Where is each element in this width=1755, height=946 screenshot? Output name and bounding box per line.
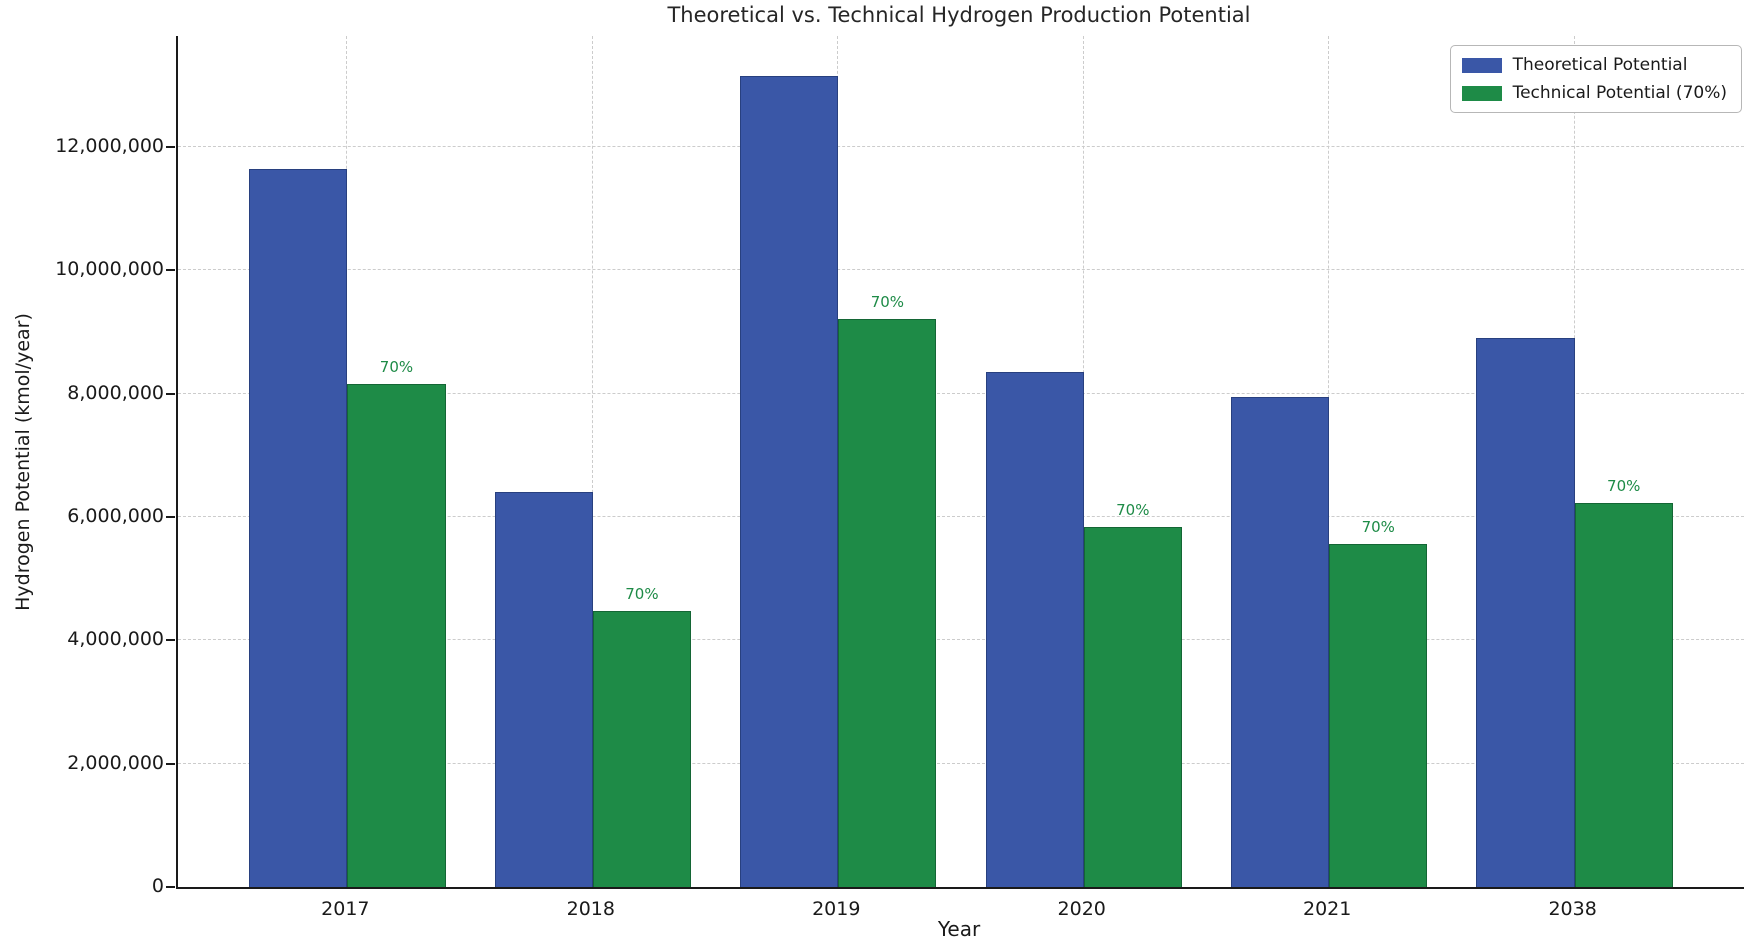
y-tick-label: 10,000,000	[55, 258, 164, 281]
bar-percentage-label: 70%	[625, 584, 659, 603]
x-tick-label: 2021	[1302, 898, 1352, 920]
bar-technical	[1329, 543, 1428, 887]
chart-title: Theoretical vs. Technical Hydrogen Produ…	[667, 3, 1251, 27]
bar-theoretical	[1476, 338, 1575, 887]
y-tick-mark	[166, 269, 175, 272]
bar-technical	[1574, 502, 1673, 887]
bar-theoretical	[249, 168, 348, 887]
y-axis-title: Hydrogen Potential (kmol/year)	[12, 313, 34, 611]
bar-percentage-label: 70%	[1361, 517, 1395, 536]
gridline-horizontal	[178, 392, 1744, 394]
legend-label-technical: Technical Potential (70%)	[1512, 83, 1727, 103]
legend: Theoretical Potential Technical Potentia…	[1449, 45, 1742, 113]
bar-technical	[1083, 526, 1182, 887]
y-tick-label: 12,000,000	[55, 135, 164, 157]
y-tick-label: 8,000,000	[67, 381, 164, 404]
x-axis-title: Year	[937, 917, 981, 941]
y-tick-label: 0	[151, 875, 164, 897]
legend-swatch-theoretical	[1461, 57, 1502, 73]
legend-item-technical: Technical Potential (70%)	[1461, 83, 1727, 103]
gridline-horizontal	[178, 516, 1744, 517]
bar-percentage-label: 70%	[870, 293, 905, 312]
bar-theoretical	[1231, 396, 1330, 887]
x-tick-label: 2038	[1548, 898, 1597, 920]
gridline-horizontal	[178, 639, 1744, 641]
y-tick-mark	[166, 392, 175, 395]
x-tick-label: 2017	[321, 898, 370, 920]
x-tick-label: 2020	[1057, 898, 1106, 920]
gridline-horizontal	[178, 146, 1744, 147]
bar-theoretical	[494, 492, 593, 887]
bar-percentage-label: 70%	[1607, 476, 1641, 495]
gridline-horizontal	[178, 269, 1744, 271]
bar-percentage-label: 70%	[1116, 500, 1150, 519]
y-tick-mark	[166, 516, 175, 518]
plot-area: 70% 70% 70% 70% 70% 70%	[176, 36, 1744, 889]
bar-technical	[347, 384, 446, 887]
bar-percentage-label: 70%	[379, 358, 414, 377]
bar-theoretical	[985, 372, 1084, 887]
x-tick-label: 2018	[566, 898, 615, 920]
gridline-horizontal	[178, 762, 1744, 764]
legend-item-theoretical: Theoretical Potential	[1461, 55, 1727, 75]
bar-technical	[592, 610, 691, 887]
bar-technical	[838, 319, 937, 887]
bar-theoretical	[740, 76, 839, 887]
y-tick-label: 6,000,000	[67, 505, 164, 527]
gridline-vertical	[591, 36, 593, 887]
y-tick-mark	[166, 886, 175, 888]
y-tick-label: 2,000,000	[67, 751, 164, 774]
x-tick-label: 2019	[812, 898, 861, 920]
y-tick-label: 4,000,000	[67, 628, 164, 651]
y-tick-mark	[166, 639, 175, 642]
legend-swatch-technical	[1461, 85, 1502, 101]
legend-label-theoretical: Theoretical Potential	[1512, 55, 1688, 75]
y-tick-mark	[166, 762, 175, 765]
y-tick-mark	[166, 146, 175, 148]
